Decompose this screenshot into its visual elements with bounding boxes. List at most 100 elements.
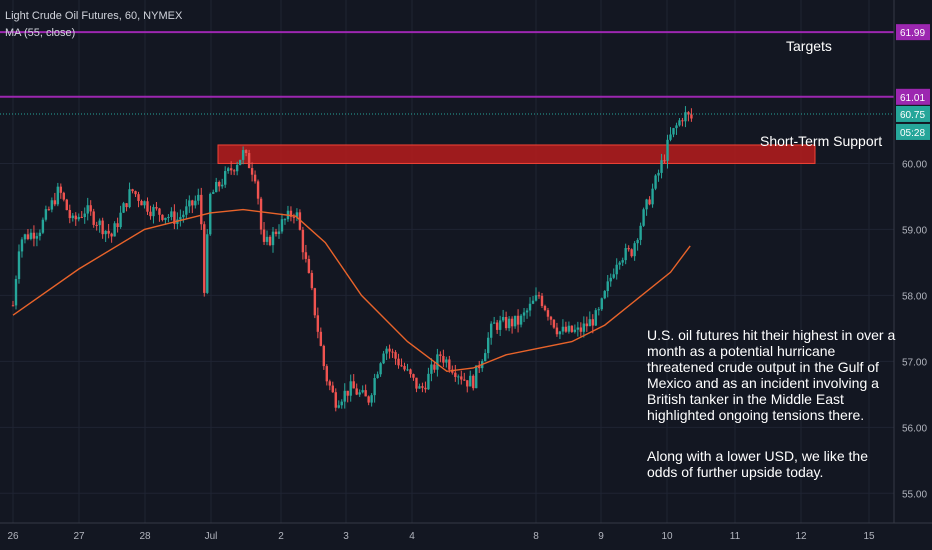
candle-body (292, 216, 296, 218)
candle-body (316, 315, 320, 332)
candle-body (26, 234, 30, 239)
candle-body (648, 199, 651, 205)
targets-label: Targets (786, 38, 832, 54)
candle-body (651, 188, 654, 205)
price-tick-label: 55.00 (902, 489, 927, 500)
time-axis-bg (0, 523, 932, 550)
candle-body (331, 385, 334, 393)
candle-body (262, 229, 266, 242)
candle-body (627, 248, 630, 250)
candle-body (486, 337, 490, 354)
candle-body (657, 172, 660, 176)
candle-body (134, 191, 137, 195)
candle-body (146, 201, 149, 212)
candle-body (47, 209, 51, 211)
candle-body (125, 203, 128, 208)
price-tick-label: 57.00 (902, 357, 927, 368)
candle-body (280, 219, 284, 232)
target-1-price-tag-bg (896, 24, 930, 41)
candle-body (346, 390, 349, 396)
candle-body (564, 326, 568, 332)
target-2-price-tag: 61.01 (900, 93, 925, 104)
candle-body (427, 373, 430, 390)
candle-body (14, 279, 18, 306)
candle-body (110, 233, 113, 237)
candle-body (684, 112, 687, 122)
candle-body (203, 224, 206, 293)
candle-body (80, 216, 83, 218)
ma-line (12, 208, 691, 373)
candle-body (355, 388, 358, 395)
candle-body (376, 374, 379, 379)
candle-body (179, 217, 182, 220)
moving-average-line (12, 208, 691, 373)
price-tick-label: 60.00 (902, 159, 927, 170)
candle-body (271, 231, 275, 246)
candle-body (388, 348, 391, 352)
time-tick-label: 9 (598, 531, 604, 542)
candle-body (403, 366, 406, 370)
candle-body (525, 310, 529, 313)
candle-body (164, 217, 167, 220)
candle-body (600, 298, 603, 310)
candle-body (385, 348, 388, 354)
candle-body (334, 392, 337, 408)
candle-body (492, 322, 496, 324)
candle-body (304, 252, 308, 259)
time-tick-label: 15 (863, 531, 875, 542)
candle-body (558, 331, 562, 335)
time-tick-label: 27 (73, 531, 85, 542)
candle-body (23, 234, 27, 240)
price-axis[interactable]: 55.00 56.00 57.00 58.00 59.00 60.00 61.99 61.01… (893, 0, 932, 550)
candle-body (83, 213, 86, 218)
candle-body (11, 305, 15, 307)
candle-body (382, 353, 385, 364)
candle-body (528, 303, 532, 311)
candle-body (436, 354, 439, 370)
candle-body (400, 365, 403, 367)
candle-body (71, 215, 74, 219)
candle-body (639, 225, 642, 240)
candle-body (29, 232, 33, 239)
time-axis[interactable]: 26 27 28 Jul 2 3 4 8 9 10 11 12 15 (0, 522, 932, 550)
time-tick-label: Jul (205, 531, 218, 542)
time-tick-label: 2 (278, 531, 284, 542)
target-levels (0, 31, 894, 98)
candle-body (415, 377, 418, 389)
candle-body (666, 139, 669, 161)
candle-body (585, 323, 589, 327)
candle-body (322, 345, 326, 367)
candle-body (116, 223, 119, 228)
candle-body (229, 168, 233, 171)
candle-body (543, 305, 547, 311)
price-tick-label: 56.00 (902, 423, 927, 434)
candle-body (454, 372, 457, 377)
candle-body (167, 217, 170, 219)
candle-body (194, 200, 197, 206)
candle-body (56, 186, 60, 205)
candle-body (406, 369, 409, 371)
candle-body (244, 150, 248, 153)
candle-body (430, 364, 433, 374)
candle-body (681, 120, 684, 122)
candle-body (531, 300, 535, 304)
candle-body (313, 288, 317, 316)
time-tick-label: 3 (343, 531, 349, 542)
candle-body (510, 318, 514, 327)
candle-body (20, 239, 24, 252)
candle-body (373, 378, 376, 396)
candle-body (687, 112, 690, 115)
candle-body (433, 364, 436, 370)
candle-body (53, 200, 57, 205)
candle-body (397, 358, 400, 366)
candle-body (367, 396, 370, 403)
candle-body (549, 316, 553, 320)
candle-body (17, 251, 21, 280)
candle-body (472, 375, 475, 389)
candle-body (161, 214, 164, 220)
candle-body (259, 198, 263, 230)
candle-body (489, 323, 493, 338)
candle-body (642, 209, 645, 226)
candle-body (498, 320, 502, 330)
